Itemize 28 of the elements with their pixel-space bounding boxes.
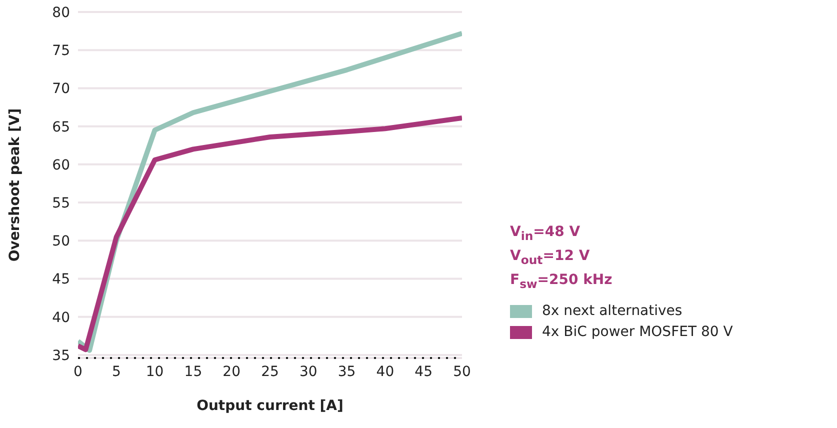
y-tick-label: 50 — [52, 234, 70, 250]
x-tick-label: 15 — [184, 364, 202, 380]
x-tick-label: 10 — [146, 364, 164, 380]
legend-label: 8x next alternatives — [542, 302, 682, 322]
y-tick-label: 55 — [52, 196, 70, 212]
y-tick-label: 65 — [52, 119, 70, 136]
x-tick-label: 0 — [74, 364, 82, 380]
y-tick-label: 35 — [52, 348, 70, 364]
text: F$_{sw}$=250 kHz — [510, 270, 614, 292]
text: V$_{out}$=12 V — [510, 246, 591, 269]
x-tick-label: 20 — [222, 364, 241, 380]
x-tick-label: 40 — [376, 364, 394, 380]
y-tick-label: 70 — [52, 81, 70, 98]
legend-label: 4x BiC power MOSFET 80 V — [542, 323, 733, 342]
text: V$_{in}$=48 V — [510, 223, 582, 245]
y-tick-label: 80 — [52, 4, 70, 21]
x-tick-label: 5 — [112, 364, 121, 380]
x-tick-label: 35 — [338, 364, 356, 380]
x-tick-label: 45 — [414, 364, 433, 380]
y-tick-label: 75 — [52, 43, 70, 60]
x-axis-title: Output current [A] — [196, 398, 344, 414]
x-tick-label: 30 — [299, 364, 318, 380]
y-tick-label: 40 — [52, 310, 70, 326]
x-tick-label: 25 — [261, 364, 279, 380]
y-tick-label: 60 — [52, 157, 70, 174]
y-axis-title: Overshoot peak [V] — [6, 108, 23, 262]
y-tick-label: 45 — [52, 272, 70, 288]
x-tick-label: 50 — [453, 364, 471, 380]
